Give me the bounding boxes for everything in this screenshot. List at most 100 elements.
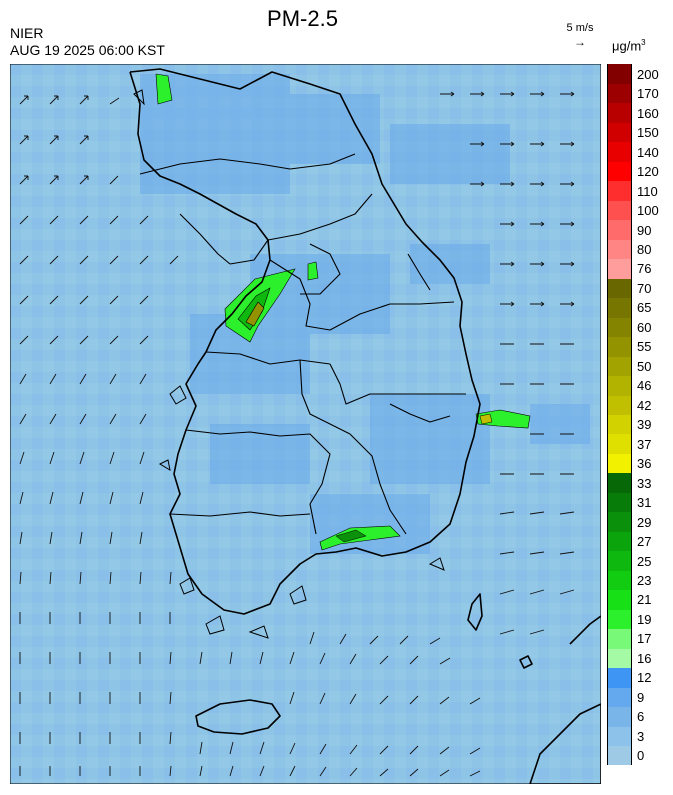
legend-label: 46	[637, 378, 652, 394]
legend-label: 9	[637, 689, 645, 705]
legend-label: 27	[637, 534, 652, 550]
forecast-datetime: AUG 19 2025 06:00 KST	[10, 42, 165, 58]
legend-swatch	[608, 258, 631, 279]
legend-label: 80	[637, 241, 652, 257]
legend-label: 110	[637, 183, 658, 199]
legend-label: 50	[637, 358, 652, 374]
hotspot-north-west	[155, 73, 173, 105]
province-borders	[139, 153, 466, 535]
legend-swatch	[608, 648, 631, 669]
pm-hotspots	[155, 73, 531, 551]
legend-label: 70	[637, 280, 652, 296]
legend-swatch	[608, 414, 631, 435]
legend-swatch	[608, 64, 631, 84]
legend-swatch	[608, 375, 631, 396]
map-title: PM-2.5	[267, 6, 338, 31]
legend-swatch	[608, 433, 631, 454]
legend-swatch	[608, 161, 631, 182]
unit-label: μg/m3	[612, 38, 646, 53]
legend-swatch	[608, 102, 631, 123]
legend-swatch	[608, 356, 631, 377]
legend-label: 29	[637, 514, 652, 530]
legend-label: 100	[637, 203, 659, 219]
legend-label: 21	[637, 592, 652, 608]
legend-label: 25	[637, 553, 652, 569]
pm25-map	[10, 64, 601, 784]
legend-label: 65	[637, 300, 652, 316]
legend-label: 42	[637, 397, 652, 413]
legend-swatch	[608, 492, 631, 513]
legend-label: 150	[637, 125, 659, 141]
legend-label: 19	[637, 611, 652, 627]
legend-label: 90	[637, 222, 652, 238]
land-tint	[140, 74, 590, 554]
jeju-island	[195, 699, 281, 735]
wind-vectors	[19, 91, 575, 777]
legend-label: 160	[637, 105, 659, 121]
legend-swatch	[608, 706, 631, 727]
wind-scale-arrow-icon: →	[574, 35, 586, 49]
legend-swatch	[608, 200, 631, 221]
legend-swatch	[608, 336, 631, 357]
legend-label: 36	[637, 456, 652, 472]
hotspot-capital-core	[245, 301, 265, 327]
legend-swatch	[608, 83, 631, 104]
legend-swatch	[608, 589, 631, 610]
japan-coast	[529, 703, 601, 784]
legend-label: 120	[637, 164, 659, 180]
legend-label: 200	[637, 66, 659, 82]
legend-label: 170	[637, 86, 659, 102]
legend-swatch	[608, 219, 631, 240]
color-legend	[607, 64, 632, 766]
legend-swatch	[608, 531, 631, 552]
legend-label: 140	[637, 144, 659, 160]
japan-coast-2	[569, 615, 601, 645]
legend-swatch	[608, 609, 631, 630]
legend-swatch	[608, 472, 631, 493]
hotspot-small-north	[307, 261, 319, 281]
legend-swatch	[608, 550, 631, 571]
legend-swatch	[608, 667, 631, 688]
legend-swatch	[608, 297, 631, 318]
legend-swatch	[608, 141, 631, 162]
legend-swatch	[608, 278, 631, 299]
legend-label: 12	[637, 670, 652, 686]
legend-label: 23	[637, 573, 652, 588]
tsushima	[467, 593, 483, 631]
legend-swatch	[608, 745, 631, 766]
agency-label: NIER	[10, 25, 44, 41]
coastline	[129, 68, 601, 784]
legend-label: 6	[637, 709, 645, 725]
ulleung-island	[519, 655, 533, 669]
legend-label: 3	[637, 728, 645, 744]
legend-swatch	[608, 122, 631, 143]
unit-base: μg/m	[612, 38, 642, 54]
legend-label: 37	[637, 436, 652, 452]
legend-swatch	[608, 453, 631, 474]
legend-label: 17	[637, 631, 652, 647]
legend-label: 76	[637, 261, 652, 277]
legend-swatch	[608, 687, 631, 708]
legend-label: 39	[637, 417, 652, 433]
unit-exponent: 3	[641, 38, 646, 47]
legend-swatch	[608, 180, 631, 201]
legend-label: 55	[637, 339, 652, 355]
legend-label: 31	[637, 495, 652, 511]
wind-scale-key: 5 m/s →	[558, 22, 602, 48]
legend-swatch	[608, 726, 631, 747]
hotspot-east-core	[479, 413, 493, 425]
hotspot-south-core	[335, 529, 367, 543]
legend-swatch	[608, 570, 631, 591]
legend-label: 0	[637, 748, 645, 764]
legend-label: 33	[637, 475, 652, 491]
legend-swatch	[608, 628, 631, 649]
legend-swatch	[608, 239, 631, 260]
wind-scale-label: 5 m/s	[566, 22, 594, 34]
legend-swatch	[608, 511, 631, 532]
legend-label: 16	[637, 650, 652, 666]
legend-swatch	[608, 395, 631, 415]
islands	[133, 89, 445, 639]
legend-label: 60	[637, 319, 652, 335]
hotspot-south-coast	[319, 525, 401, 551]
legend-swatch	[608, 317, 631, 338]
